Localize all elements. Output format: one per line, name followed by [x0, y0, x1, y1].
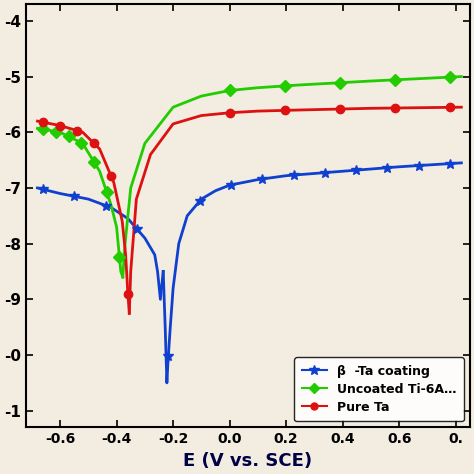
Legend: β  -Ta coating, Uncoated Ti-6A…, Pure Ta: β -Ta coating, Uncoated Ti-6A…, Pure Ta [294, 357, 464, 421]
X-axis label: E (V vs. SCE): E (V vs. SCE) [183, 452, 312, 470]
